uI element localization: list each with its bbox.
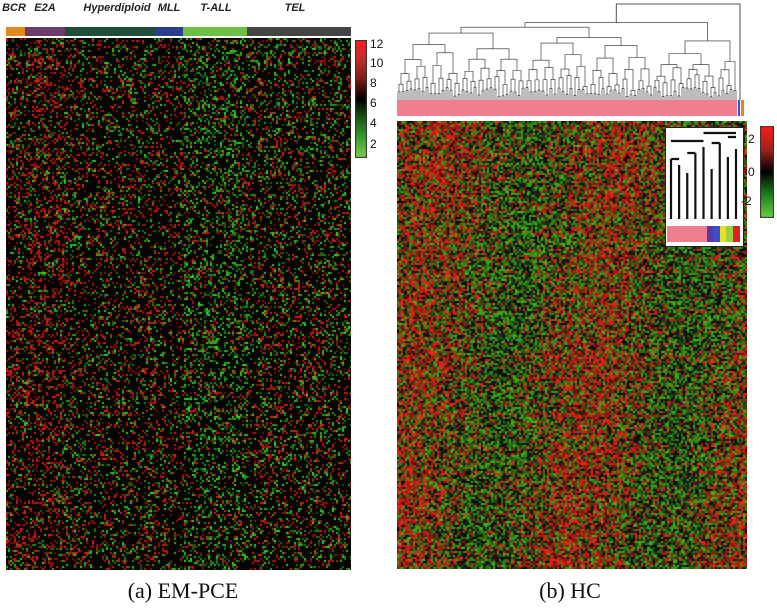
colorbar-a-tick-10: 10 (370, 56, 384, 70)
cluster-label-bar-b (397, 100, 737, 116)
caption-b: (b) HC (539, 578, 601, 603)
group-label-tall: T-ALL (200, 2, 232, 14)
inset-label-segment (667, 226, 677, 242)
group-label-e2a: E2A (34, 2, 56, 14)
inset-label-segment (677, 226, 687, 242)
caption-a: (a) EM-PCE (127, 578, 239, 603)
cluster-label-bar-b-end (738, 100, 740, 116)
cluster-label-bar-b-end2 (741, 100, 744, 116)
group-bar-tall (183, 27, 247, 36)
heatmap-a (6, 38, 351, 570)
group-bar-e2a (25, 27, 65, 36)
group-label-hyperdiploid: Hyperdiploid (83, 2, 151, 14)
inset-dendrogram-branches (669, 131, 738, 219)
inset-label-segment (697, 226, 707, 242)
group-label-mll: MLL (157, 2, 181, 14)
dendrogram-b-branches (397, 22, 737, 100)
inset-label-segment (720, 226, 726, 242)
colorbar-a-tick-12: 12 (370, 37, 384, 51)
inset-label-segment (733, 226, 740, 242)
colorbar-b-tick-0: 0 (748, 165, 755, 179)
inset-label-segment (687, 226, 697, 242)
dendrogram-b (397, 3, 741, 100)
inset-dendrogram (669, 131, 738, 219)
dendrogram-b-root (615, 3, 741, 100)
colorbar-a-tick-8: 8 (370, 76, 377, 90)
group-bar-bcr (6, 27, 25, 36)
colorbar-b (760, 126, 774, 218)
group-bar-mll (155, 27, 183, 36)
colorbar-b-tick-2: 2 (748, 132, 755, 146)
colorbar-a-tick-4: 4 (370, 116, 377, 130)
group-bar-tel (247, 27, 351, 36)
inset-label-segment (713, 226, 720, 242)
inset-label-segment (707, 226, 713, 242)
colorbar-b-tick-neg2: -2 (741, 194, 752, 208)
inset-label-bar (667, 226, 740, 242)
colorbar-a-tick-6: 6 (370, 96, 377, 110)
group-label-bcr: BCR (2, 2, 26, 14)
group-bar-hyperdiploid (65, 27, 155, 36)
group-label-tel: TEL (284, 2, 306, 14)
inset-label-segment (726, 226, 733, 242)
colorbar-a-tick-2: 2 (370, 137, 377, 151)
colorbar-a (355, 40, 367, 158)
